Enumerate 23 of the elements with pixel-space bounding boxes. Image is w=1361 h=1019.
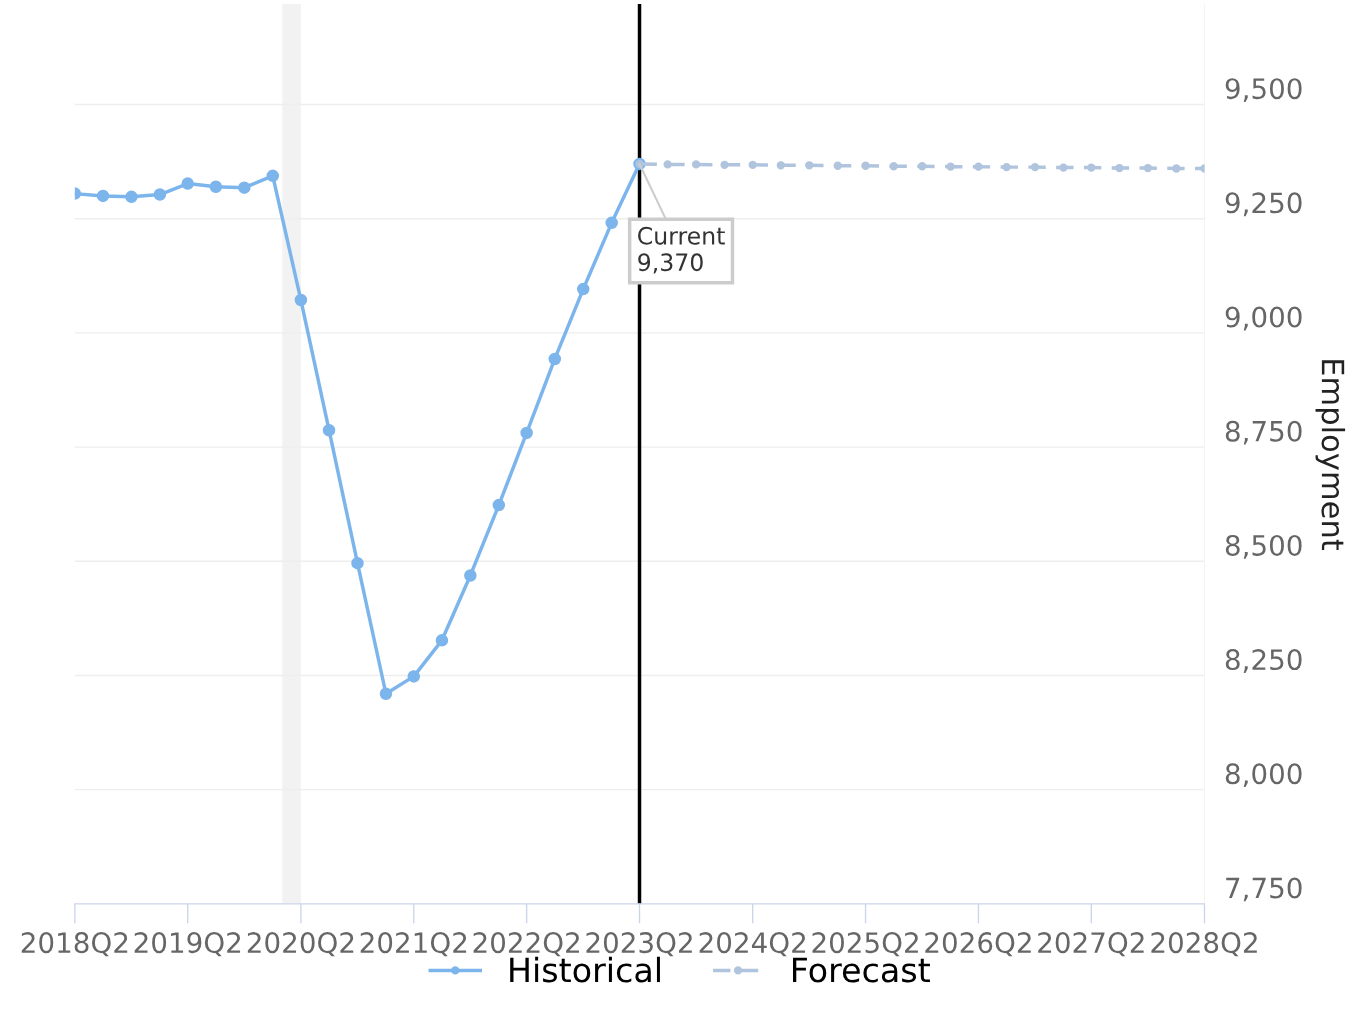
x-tick-label: 2026Q2 <box>925 932 1031 957</box>
x-tick-label: 2021Q2 <box>360 932 467 957</box>
y-tick-label: 7,750 <box>1226 877 1302 902</box>
x-tick-label: 2020Q2 <box>247 932 354 957</box>
annotation: Current 9,370 <box>638 226 725 274</box>
x-tick-label: 2019Q2 <box>134 932 241 957</box>
x-tick-label: 2025Q2 <box>812 932 918 957</box>
y-tick-label: 8,250 <box>1225 649 1302 673</box>
legend-label: Historical <box>510 956 660 983</box>
x-tick-label: 2028Q2 <box>1151 932 1257 957</box>
y-tick-label: 9,250 <box>1225 192 1302 217</box>
x-tick-label: 2022Q2 <box>473 932 579 957</box>
x-tick-label: 2024Q2 <box>699 932 806 957</box>
x-tick-label: 2027Q2 <box>1038 932 1144 957</box>
y-tick-label: 8,750 <box>1225 420 1302 445</box>
y-axis-title: Employment <box>1315 360 1346 551</box>
y-tick-label: 9,500 <box>1225 78 1302 103</box>
x-tick-label: 2023Q2 <box>586 932 692 957</box>
y-tick-label: 9,000 <box>1225 306 1302 331</box>
y-tick-label: 8,500 <box>1225 534 1302 559</box>
y-tick-label: 8,000 <box>1225 763 1302 788</box>
x-tick-label: 2018Q2 <box>21 932 128 957</box>
legend-label: Forecast <box>793 957 930 983</box>
